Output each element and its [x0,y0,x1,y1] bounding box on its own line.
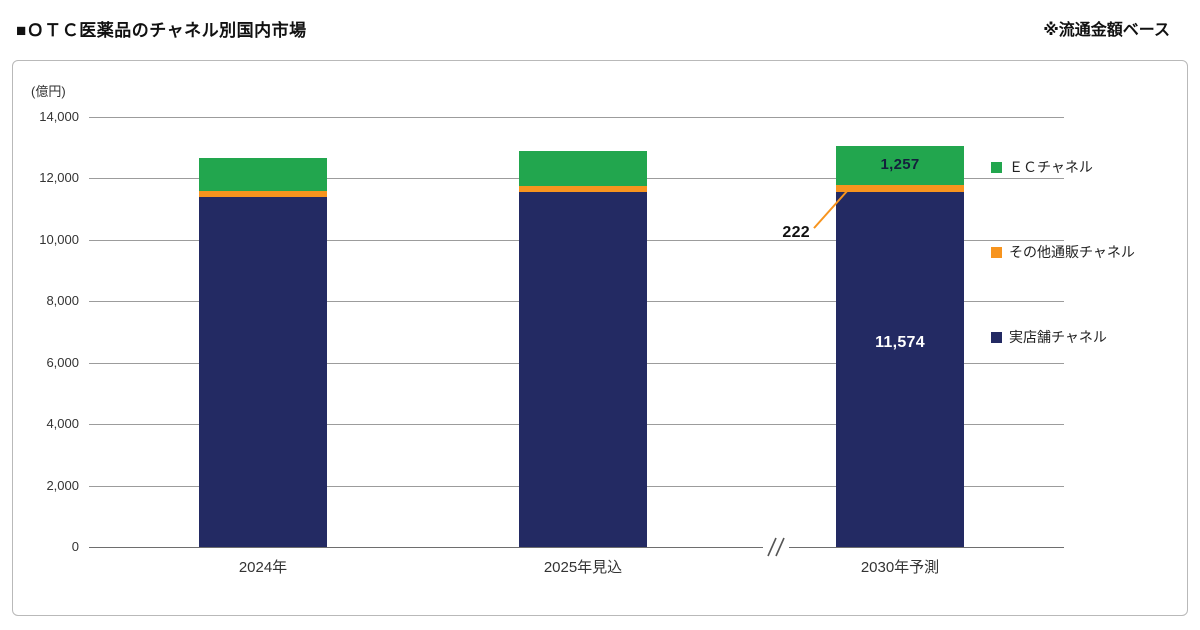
chart-title: ■ＯＴＣ医薬品のチャネル別国内市場 [16,21,307,40]
bar-value-label: 222 [782,224,810,242]
y-tick-label: 4,000 [46,416,79,432]
y-tick-label: 8,000 [46,293,79,309]
legend-swatch [991,246,1002,258]
y-tick-label: 14,000 [39,109,79,124]
x-axis-label: 2024年 [238,559,288,576]
legend-label: その他通販チャネル [1009,244,1135,260]
bar-segment [836,146,964,185]
axis-break-icon [763,537,789,557]
x-axis-line [89,547,1064,548]
gridline [89,117,1064,118]
bar-segment [519,192,647,547]
bar-value-label: 11,574 [875,333,925,351]
y-tick-label: 12,000 [39,170,79,186]
bar-segment [519,150,647,187]
legend-swatch [991,331,1002,343]
x-axis-label: 2030年予測 [860,559,940,576]
chart-area: (億円) 0 2,000 4,000 6,000 8,000 10,000 12,000 14… [12,60,1188,616]
bar-segment [199,158,327,191]
bar-segment [519,186,647,193]
plot-area: 0 2,000 4,000 6,000 8,000 10,000 12,000 14,000 2… [13,61,1189,617]
legend-label: ＥＣチャネル [1009,159,1093,175]
y-tick-label: 6,000 [46,354,79,370]
bar-segment [199,196,327,547]
legend-item: ＥＣチャネル [991,159,1093,175]
legend-label: 実店舗チャネル [1009,329,1107,345]
legend-swatch [991,161,1002,173]
y-axis-unit-label: (億円) [31,84,66,99]
bar-segment [836,184,964,192]
axis-break-mark [763,536,789,563]
chart-note: ※流通金額ベース [1043,22,1170,39]
legend-item: その他通販チャネル [991,244,1135,260]
bar-segment [199,190,327,197]
y-tick-label: 2,000 [46,477,79,493]
bar-value-label: 1,257 [880,156,920,174]
x-axis-label: 2025年見込 [543,559,623,576]
legend-item: 実店舗チャネル [991,329,1107,345]
bar-segment [836,191,964,547]
y-tick-label: 10,000 [39,231,79,247]
y-tick-label: 0 [71,539,79,554]
